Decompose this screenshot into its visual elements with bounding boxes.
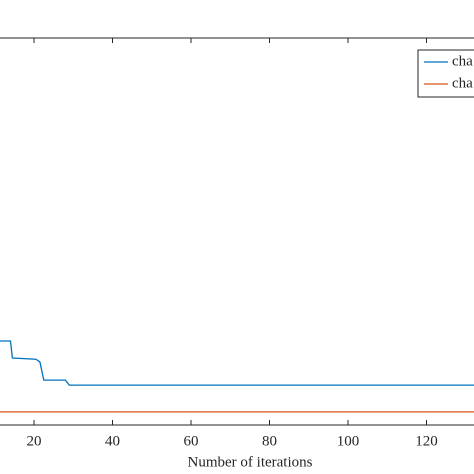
x-tick-label: 80 bbox=[262, 433, 277, 449]
x-tick-label: 100 bbox=[337, 433, 360, 449]
data-line bbox=[0, 340, 474, 386]
x-axis-label: Number of iterations bbox=[188, 454, 313, 470]
legend-label: cha bbox=[452, 75, 473, 91]
x-tick-label: 60 bbox=[183, 433, 198, 449]
x-tick-label: 120 bbox=[415, 433, 438, 449]
legend-box bbox=[417, 49, 474, 98]
legend-label: cha bbox=[452, 53, 473, 69]
x-tick-label: 40 bbox=[105, 433, 120, 449]
x-tick-label: 20 bbox=[26, 433, 41, 449]
